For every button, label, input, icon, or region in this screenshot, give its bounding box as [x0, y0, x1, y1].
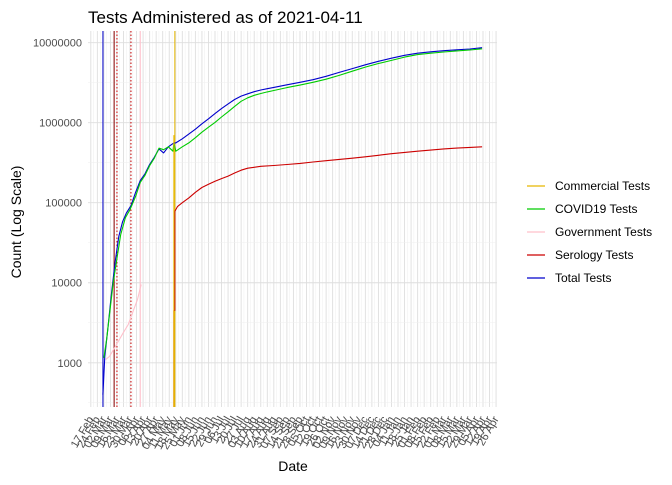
legend-label: Serology Tests	[555, 248, 634, 262]
y-tick-label: 1000000	[39, 118, 82, 130]
legend-label: COVID19 Tests	[555, 202, 637, 216]
legend-label: Government Tests	[555, 225, 652, 239]
series-line-covid19-tests	[103, 48, 483, 358]
series-line-total-tests	[102, 47, 483, 395]
grid	[88, 31, 497, 407]
y-tick-label: 10000	[51, 278, 82, 290]
legend-label: Total Tests	[555, 271, 611, 285]
y-axis-title: Count (Log Scale)	[8, 166, 24, 279]
series-group	[102, 47, 483, 407]
chart-title: Tests Administered as of 2021-04-11	[88, 8, 363, 27]
y-tick-label: 1000	[58, 358, 82, 370]
y-tick-label: 10000000	[33, 38, 82, 50]
x-axis-title: Date	[278, 458, 308, 474]
legend: Commercial Tests COVID19 Tests Government …	[527, 179, 652, 285]
legend-label: Commercial Tests	[555, 179, 650, 193]
reference-lines	[102, 31, 176, 407]
y-axis: 1000 10000 100000 1000000 10000000	[33, 38, 82, 370]
series-line-serology-tests	[173, 146, 483, 407]
y-tick-label: 100000	[45, 198, 82, 210]
series-line-government-tests	[105, 284, 142, 360]
